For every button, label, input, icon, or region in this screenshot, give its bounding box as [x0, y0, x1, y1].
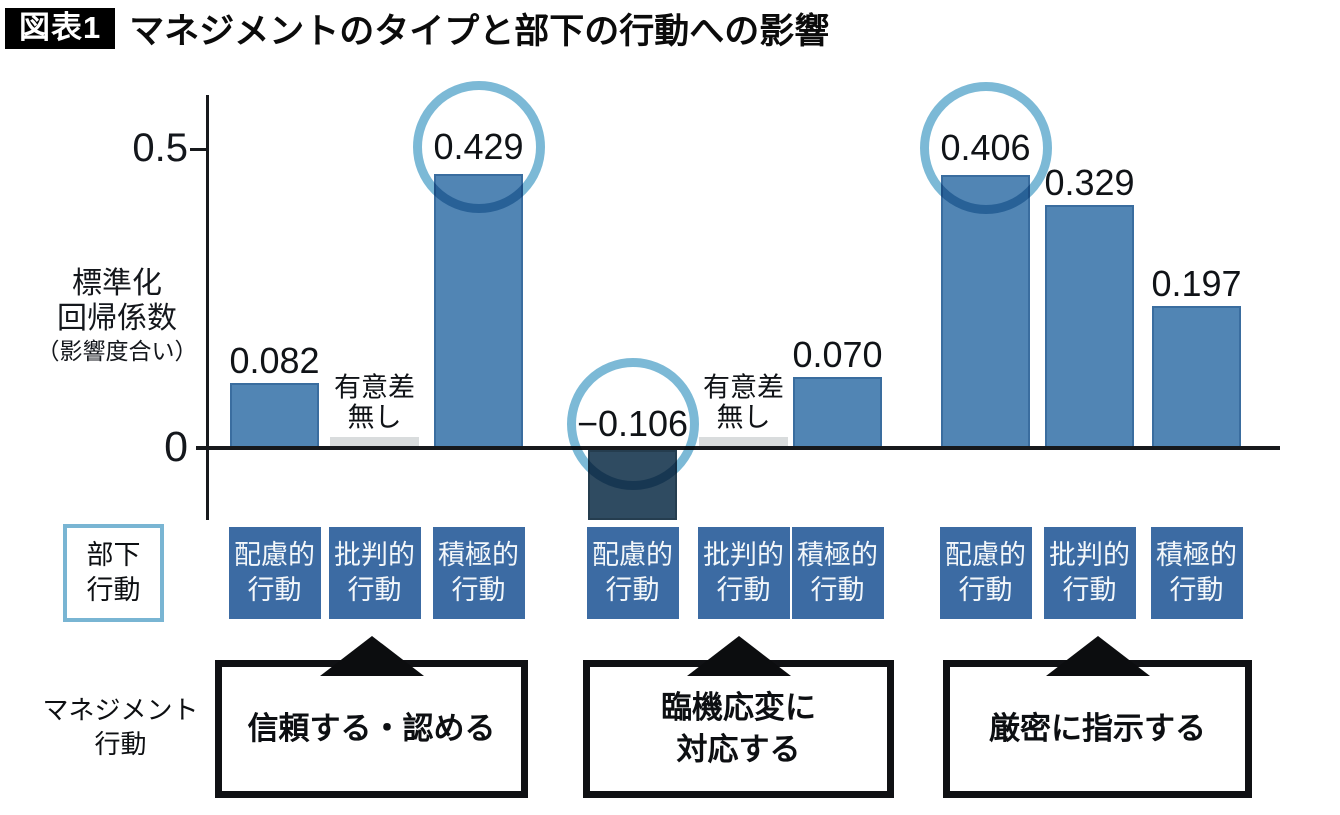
arrow-triangle [319, 636, 424, 676]
subordinate-behavior-legend: 部下 行動 [63, 524, 164, 622]
value-bar [1152, 306, 1241, 448]
management-legend-line1: マネジメント [42, 695, 199, 725]
value-bar [434, 174, 523, 448]
highlight-circle [566, 358, 699, 490]
page-title: マネジメントのタイプと部下の行動への影響 [129, 11, 830, 51]
category-box: 配慮的 行動 [228, 527, 321, 619]
subordinate-legend-line1: 部下 [86, 539, 141, 570]
ns-bar [330, 437, 419, 448]
value-bar [1045, 205, 1134, 448]
figure-number-badge: 図表1 [5, 7, 116, 49]
value-bar [941, 175, 1030, 448]
management-box: 信頼する・認める [215, 660, 528, 798]
category-box: 配慮的 行動 [586, 527, 679, 619]
category-box: 批判的 行動 [697, 527, 790, 619]
subordinate-legend-line2: 行動 [86, 575, 141, 605]
management-box-label: 臨機応変に [661, 690, 816, 726]
category-box: 批判的 行動 [1043, 527, 1136, 619]
category-box: 積極的 行動 [791, 527, 884, 619]
management-box-label: 厳密に指示する [989, 711, 1206, 747]
bar-value-label: 0.082 [229, 340, 320, 381]
bar-value-label: 0.197 [1151, 263, 1242, 304]
category-box: 積極的 行動 [1150, 527, 1243, 619]
category-box: 批判的 行動 [328, 527, 421, 619]
y-axis-line [206, 95, 209, 520]
management-box: 厳密に指示する [943, 660, 1252, 798]
bar-value-label: −0.106 [576, 403, 689, 444]
highlight-circle [412, 81, 545, 213]
arrow-triangle [1045, 636, 1150, 676]
management-box-label: 対応する [676, 732, 801, 767]
category-box: 配慮的 行動 [939, 527, 1032, 619]
title-row: 図表1 マネジメントのタイプと部下の行動への影響 [5, 5, 829, 51]
value-bar [230, 383, 319, 448]
highlight-circle [919, 82, 1052, 214]
ns-annotation: 有意差 無し [334, 372, 415, 433]
management-box-label: 信頼する・認める [247, 711, 496, 747]
management-box: 臨機応変に 対応する [583, 660, 894, 798]
bar-value-label: 0.329 [1044, 162, 1135, 203]
y-axis-title: 標準化 回帰係数 （影響度合い） [28, 266, 206, 367]
y-axis-title-line3: （影響度合い） [36, 337, 198, 364]
y-tick-mark-05 [190, 148, 207, 151]
management-legend-line2: 行動 [94, 728, 147, 759]
bar-value-label: 0.406 [940, 127, 1031, 168]
value-bar [793, 377, 882, 448]
ns-annotation: 有意差 無し [703, 372, 784, 433]
bar-value-label: 0.429 [433, 126, 524, 167]
zero-baseline [196, 446, 1280, 450]
category-box: 積極的 行動 [432, 527, 525, 619]
management-behavior-legend: マネジメント 行動 [38, 694, 203, 762]
y-tick-label-0: 0 [164, 423, 188, 471]
y-axis-title-line2: 回帰係数 [57, 302, 177, 336]
bar-value-label: 0.070 [792, 334, 883, 375]
y-tick-label-05: 0.5 [132, 126, 188, 170]
ns-bar [699, 437, 788, 448]
y-axis-title-line1: 標準化 [72, 267, 162, 300]
arrow-triangle [686, 636, 791, 676]
